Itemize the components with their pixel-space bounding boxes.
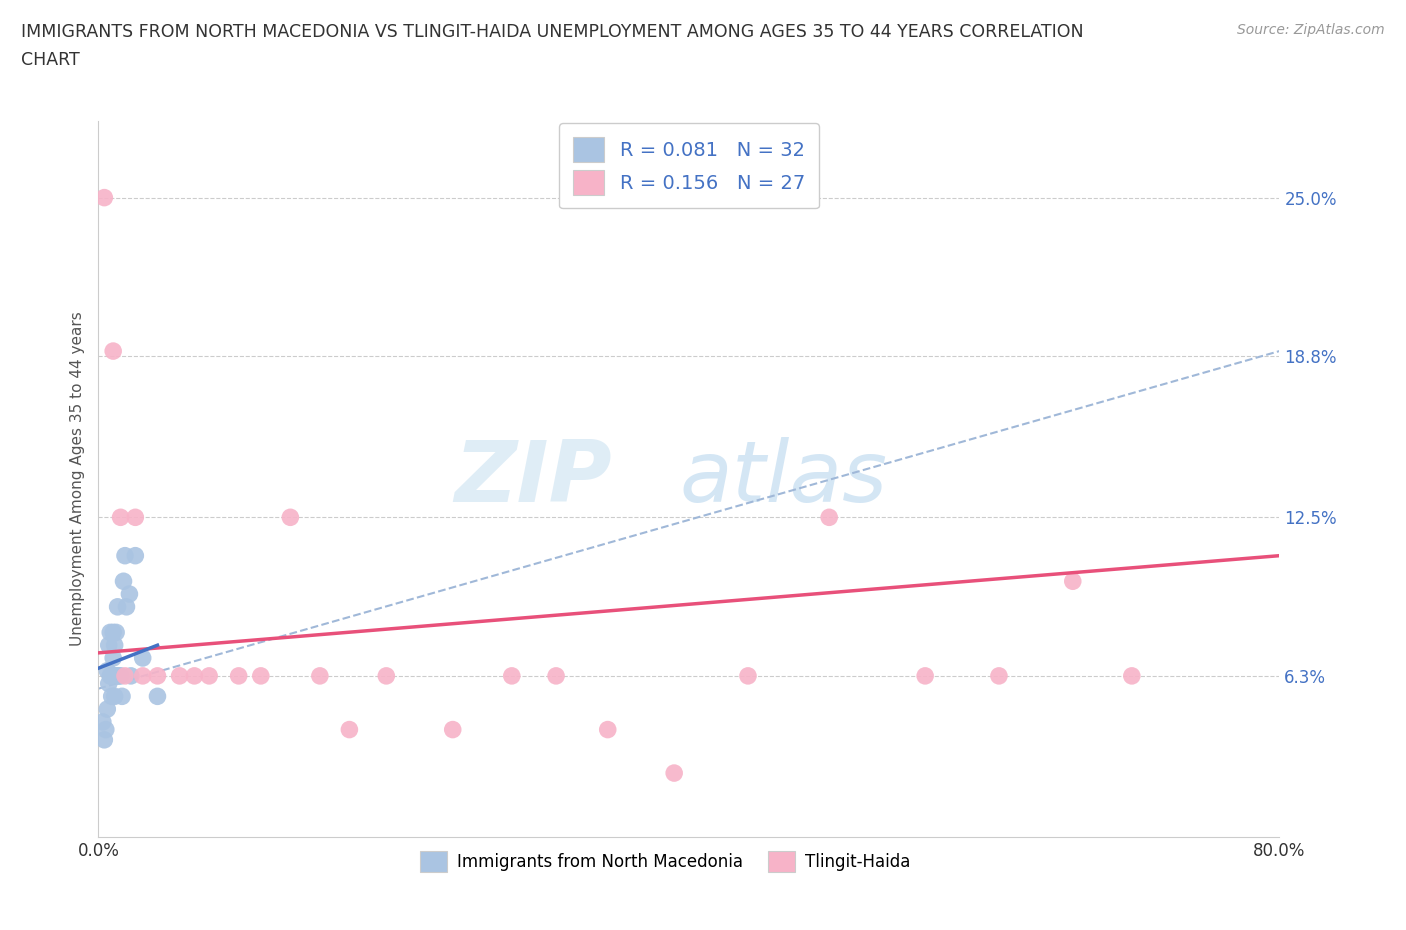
Legend: Immigrants from North Macedonia, Tlingit-Haida: Immigrants from North Macedonia, Tlingit… [413, 844, 917, 879]
Point [124, 510, 146, 525]
Point [146, 689, 169, 704]
Point [97, 676, 120, 691]
Point [103, 625, 125, 640]
Point [110, 669, 132, 684]
Point [146, 669, 169, 684]
Point [1121, 669, 1143, 684]
Point [988, 669, 1011, 684]
Point [98, 625, 121, 640]
Point [375, 669, 398, 684]
Point [111, 689, 134, 704]
Point [546, 669, 568, 684]
Point [115, 600, 138, 615]
Point [1062, 574, 1084, 589]
Point [132, 651, 155, 666]
Point [91, 714, 114, 729]
Point [107, 600, 129, 615]
Point [309, 669, 332, 684]
Point [105, 625, 128, 640]
Point [105, 669, 128, 684]
Point [664, 765, 686, 780]
Point [103, 669, 125, 684]
Y-axis label: Unemployment Among Ages 35 to 44 years: Unemployment Among Ages 35 to 44 years [69, 312, 84, 646]
Point [914, 669, 936, 684]
Point [94, 722, 117, 737]
Point [103, 651, 125, 666]
Point [103, 344, 125, 359]
Point [98, 669, 121, 684]
Point [120, 669, 142, 684]
Point [818, 510, 841, 525]
Point [339, 722, 361, 737]
Point [93, 733, 115, 748]
Point [97, 638, 120, 653]
Point [104, 669, 127, 684]
Point [108, 669, 131, 684]
Point [596, 722, 619, 737]
Point [96, 702, 118, 717]
Point [114, 549, 136, 564]
Point [114, 669, 136, 684]
Point [93, 191, 115, 206]
Point [100, 669, 122, 684]
Point [100, 689, 122, 704]
Point [280, 510, 302, 525]
Point [132, 669, 155, 684]
Point [198, 669, 221, 684]
Text: IMMIGRANTS FROM NORTH MACEDONIA VS TLINGIT-HAIDA UNEMPLOYMENT AMONG AGES 35 TO 4: IMMIGRANTS FROM NORTH MACEDONIA VS TLING… [21, 23, 1084, 41]
Point [169, 669, 191, 684]
Point [501, 669, 523, 684]
Text: CHART: CHART [21, 51, 80, 69]
Point [124, 549, 146, 564]
Point [250, 669, 273, 684]
Point [441, 722, 464, 737]
Point [110, 510, 132, 525]
Point [96, 663, 118, 678]
Point [104, 689, 127, 704]
Point [183, 669, 205, 684]
Text: atlas: atlas [679, 437, 887, 521]
Point [228, 669, 250, 684]
Point [112, 574, 135, 589]
Point [104, 638, 127, 653]
Point [737, 669, 759, 684]
Text: Source: ZipAtlas.com: Source: ZipAtlas.com [1237, 23, 1385, 37]
Text: ZIP: ZIP [454, 437, 612, 521]
Point [107, 669, 129, 684]
Point [118, 587, 141, 602]
